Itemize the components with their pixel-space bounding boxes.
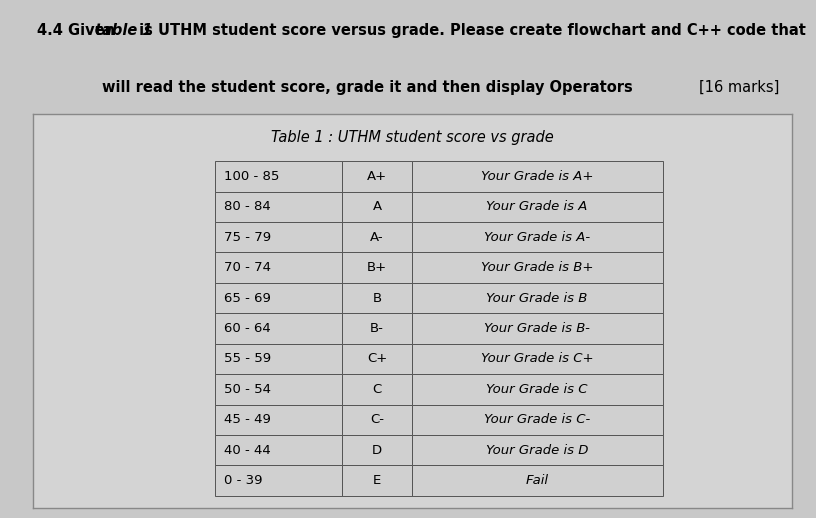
Text: B+: B+ xyxy=(367,261,387,274)
Text: is UTHM student score versus grade. Please create flowchart and C++ code that: is UTHM student score versus grade. Plea… xyxy=(134,23,805,38)
Bar xyxy=(412,222,663,252)
Bar xyxy=(215,161,343,192)
Text: Your Grade is A: Your Grade is A xyxy=(486,200,588,213)
Bar xyxy=(412,161,663,192)
Bar xyxy=(412,405,663,435)
Text: E: E xyxy=(373,474,381,487)
Bar xyxy=(343,222,412,252)
Bar xyxy=(343,405,412,435)
Bar xyxy=(343,465,412,496)
Text: 55 - 59: 55 - 59 xyxy=(224,352,271,365)
Text: 50 - 54: 50 - 54 xyxy=(224,383,271,396)
Text: 80 - 84: 80 - 84 xyxy=(224,200,271,213)
Bar xyxy=(215,344,343,374)
Bar xyxy=(215,252,343,283)
Bar xyxy=(412,374,663,405)
Text: Your Grade is B-: Your Grade is B- xyxy=(484,322,590,335)
Text: 45 - 49: 45 - 49 xyxy=(224,413,271,426)
Text: Your Grade is C: Your Grade is C xyxy=(486,383,588,396)
Bar xyxy=(412,465,663,496)
Bar xyxy=(412,313,663,344)
Text: C: C xyxy=(372,383,382,396)
Text: 0 - 39: 0 - 39 xyxy=(224,474,263,487)
Text: Table 1 : UTHM student score vs grade: Table 1 : UTHM student score vs grade xyxy=(271,130,553,145)
Bar xyxy=(215,405,343,435)
Text: C+: C+ xyxy=(367,352,388,365)
Bar xyxy=(215,435,343,465)
Bar xyxy=(215,192,343,222)
Text: C-: C- xyxy=(370,413,384,426)
Text: Your Grade is B+: Your Grade is B+ xyxy=(481,261,593,274)
Bar xyxy=(343,435,412,465)
Text: B-: B- xyxy=(370,322,384,335)
Bar xyxy=(215,283,343,313)
Text: 65 - 69: 65 - 69 xyxy=(224,292,271,305)
Text: A-: A- xyxy=(370,231,384,244)
Bar xyxy=(343,192,412,222)
Bar xyxy=(412,435,663,465)
Bar xyxy=(343,252,412,283)
Text: 75 - 79: 75 - 79 xyxy=(224,231,271,244)
Text: Your Grade is B: Your Grade is B xyxy=(486,292,588,305)
Bar xyxy=(343,313,412,344)
Text: will read the student score, grade it and then display Operators: will read the student score, grade it an… xyxy=(102,80,632,95)
Bar xyxy=(215,465,343,496)
Text: 70 - 74: 70 - 74 xyxy=(224,261,271,274)
Bar xyxy=(412,283,663,313)
Bar xyxy=(412,252,663,283)
Text: A+: A+ xyxy=(367,170,387,183)
Bar xyxy=(412,192,663,222)
Bar xyxy=(343,344,412,374)
Bar xyxy=(215,222,343,252)
Text: table 1: table 1 xyxy=(95,23,153,38)
Bar xyxy=(412,344,663,374)
Bar xyxy=(343,283,412,313)
Text: D: D xyxy=(372,444,382,457)
Text: 4.4 Given: 4.4 Given xyxy=(37,23,120,38)
Text: Your Grade is A+: Your Grade is A+ xyxy=(481,170,593,183)
Text: [16 marks]: [16 marks] xyxy=(699,80,779,95)
Text: 100 - 85: 100 - 85 xyxy=(224,170,279,183)
Text: 60 - 64: 60 - 64 xyxy=(224,322,271,335)
Text: A: A xyxy=(373,200,382,213)
Text: Your Grade is D: Your Grade is D xyxy=(486,444,588,457)
Bar xyxy=(343,161,412,192)
Text: Your Grade is C+: Your Grade is C+ xyxy=(481,352,593,365)
Bar xyxy=(215,374,343,405)
Bar xyxy=(215,313,343,344)
Text: Your Grade is C-: Your Grade is C- xyxy=(484,413,590,426)
Text: 40 - 44: 40 - 44 xyxy=(224,444,271,457)
Text: Your Grade is A-: Your Grade is A- xyxy=(484,231,590,244)
Bar xyxy=(343,374,412,405)
Text: B: B xyxy=(373,292,382,305)
Text: Fail: Fail xyxy=(526,474,548,487)
